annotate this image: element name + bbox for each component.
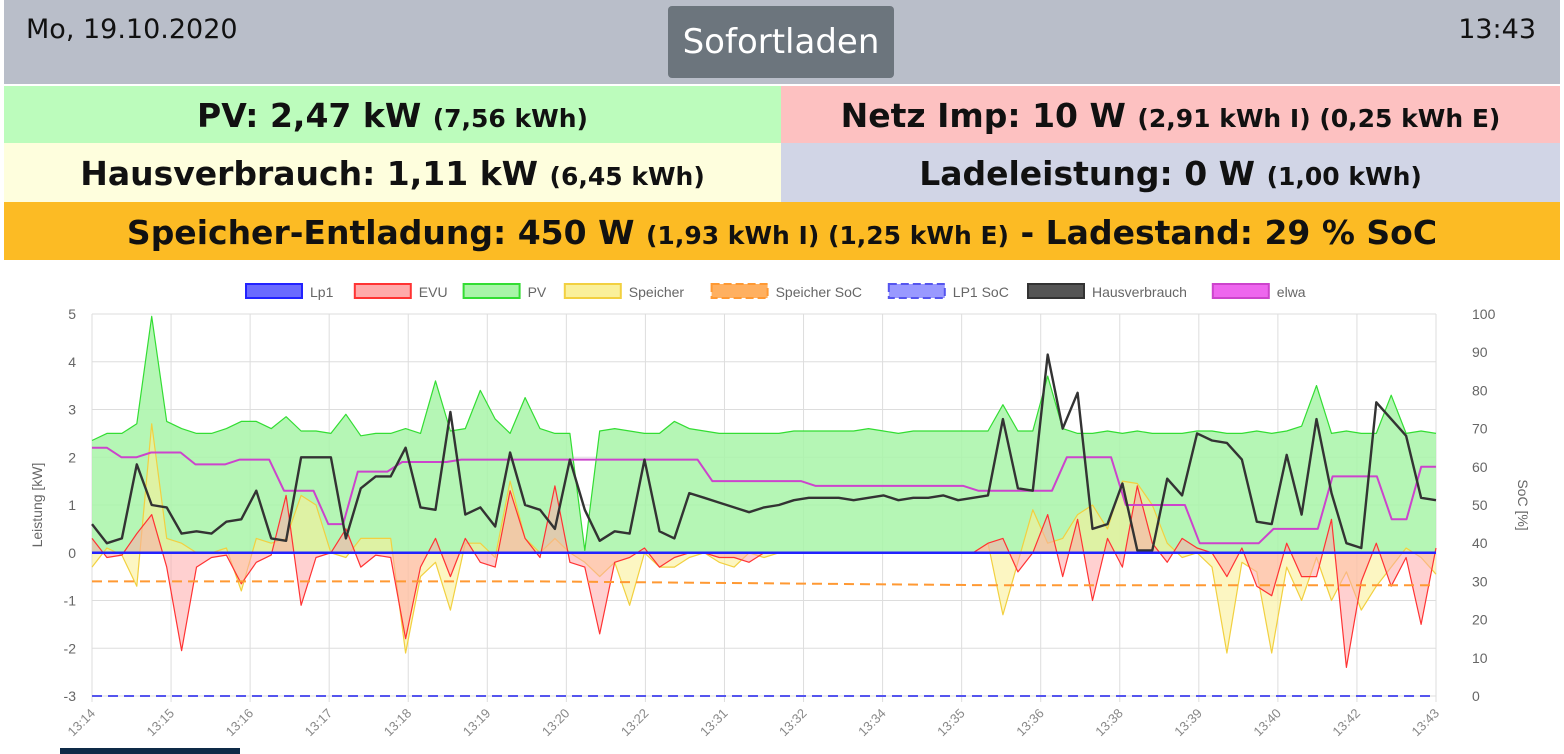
x-tick-label: 13:38 bbox=[1092, 706, 1126, 740]
pv-label: PV: 2,47 kW bbox=[197, 96, 422, 135]
y-axis-title: Leistung [kW] bbox=[29, 463, 45, 548]
y-tick-label: -1 bbox=[64, 593, 77, 609]
legend-item-lp1-soc: LP1 SoC bbox=[887, 283, 1009, 300]
x-tick-label: 13:22 bbox=[618, 706, 652, 740]
legend-label: Lp1 bbox=[310, 284, 334, 300]
y2-tick-label: 10 bbox=[1472, 650, 1488, 666]
legend-swatch bbox=[710, 283, 769, 299]
battery-label: Speicher-Entladung: 450 W bbox=[126, 213, 635, 252]
x-tick-label: 13:17 bbox=[302, 706, 336, 740]
x-tick-label: 13:32 bbox=[776, 706, 810, 740]
charge-power-tile: Ladeleistung: 0 W (1,00 kWh) bbox=[781, 143, 1560, 202]
grid-label: Netz Imp: 10 W bbox=[840, 96, 1126, 135]
x-tick-label: 13:42 bbox=[1329, 706, 1363, 740]
battery-soc: - Ladestand: 29 % SoC bbox=[1020, 213, 1438, 252]
legend-label: Hausverbrauch bbox=[1092, 284, 1187, 300]
y2-tick-label: 0 bbox=[1472, 688, 1480, 704]
legend-item-elwa: elwa bbox=[1211, 283, 1306, 300]
x-tick-label: 13:34 bbox=[855, 706, 889, 740]
x-tick-label: 13:15 bbox=[144, 706, 178, 740]
y-tick-label: 4 bbox=[68, 354, 76, 370]
legend-label: Speicher bbox=[629, 284, 685, 300]
legend-swatch bbox=[563, 283, 622, 299]
house-label: Hausverbrauch: 1,11 kW bbox=[80, 154, 539, 193]
charge-detail: (1,00 kWh) bbox=[1266, 162, 1422, 191]
y2-axis-title: SoC [%] bbox=[1515, 479, 1531, 530]
x-tick-label: 13:16 bbox=[223, 706, 257, 740]
series-pv-area bbox=[92, 316, 1436, 553]
x-tick-label: 13:18 bbox=[381, 706, 415, 740]
y-tick-label: 2 bbox=[68, 449, 76, 465]
legend-item-hausverbrauch: Hausverbrauch bbox=[1027, 283, 1187, 300]
legend-label: elwa bbox=[1277, 284, 1306, 300]
y-tick-label: -2 bbox=[64, 640, 77, 656]
y-tick-label: 3 bbox=[68, 402, 76, 418]
legend-swatch bbox=[353, 283, 412, 299]
series-speicher-line bbox=[91, 423, 1437, 654]
series-speicher-soc-line bbox=[92, 580, 1436, 587]
x-tick-label: 13:35 bbox=[934, 706, 968, 740]
legend-item-lp1: Lp1 bbox=[245, 283, 334, 300]
x-tick-label: 13:20 bbox=[539, 706, 573, 740]
legend-swatch bbox=[245, 283, 303, 299]
legend-label: Speicher SoC bbox=[776, 284, 862, 300]
legend-swatch bbox=[1027, 283, 1085, 299]
x-tick-label: 13:43 bbox=[1409, 706, 1443, 740]
legend-swatch bbox=[1211, 283, 1270, 299]
series-pv-line bbox=[91, 315, 1437, 551]
x-tick-label: 13:31 bbox=[697, 706, 731, 740]
chart-legend: Lp1 EVU PV Speicher Speicher SoC LP1 SoC Hausv… bbox=[245, 283, 1306, 300]
grid-detail: (2,91 kWh I) (0,25 kWh E) bbox=[1137, 104, 1501, 133]
pv-detail: (7,56 kWh) bbox=[432, 104, 588, 133]
current-date: Mo, 19.10.2020 bbox=[26, 14, 238, 45]
y2-tick-label: 20 bbox=[1472, 612, 1488, 628]
pv-tile: PV: 2,47 kW (7,56 kWh) bbox=[4, 86, 781, 143]
x-tick-label: 13:40 bbox=[1250, 706, 1284, 740]
legend-item-speicher: Speicher bbox=[563, 283, 685, 300]
charge-label: Ladeleistung: 0 W bbox=[919, 154, 1256, 193]
header-bar: Mo, 19.10.2020 Sofortladen 13:43 bbox=[4, 0, 1560, 84]
legend-item-pv: PV bbox=[462, 283, 547, 300]
taskbar-strip bbox=[60, 748, 240, 754]
y2-tick-label: 80 bbox=[1472, 382, 1488, 398]
y-tick-label: -3 bbox=[64, 688, 77, 704]
y2-tick-label: 50 bbox=[1472, 497, 1488, 513]
x-tick-label: 13:19 bbox=[460, 706, 494, 740]
series-hausverbrauch-line bbox=[91, 353, 1437, 552]
series-elwa-line bbox=[92, 446, 1436, 545]
current-time: 13:43 bbox=[1458, 14, 1536, 45]
legend-swatch bbox=[887, 283, 946, 299]
chart-series bbox=[91, 315, 1437, 697]
y2-tick-label: 100 bbox=[1472, 306, 1496, 322]
house-consumption-tile: Hausverbrauch: 1,11 kW (6,45 kWh) bbox=[4, 143, 781, 202]
battery-detail: (1,93 kWh I) (1,25 kWh E) bbox=[646, 221, 1009, 250]
legend-label: EVU bbox=[419, 284, 448, 300]
y-tick-label: 0 bbox=[68, 545, 76, 561]
legend-item-speicher-soc: Speicher SoC bbox=[710, 283, 862, 300]
legend-label: PV bbox=[528, 284, 547, 300]
x-tick-label: 13:39 bbox=[1171, 706, 1205, 740]
house-detail: (6,45 kWh) bbox=[549, 162, 705, 191]
y2-tick-label: 40 bbox=[1472, 535, 1488, 551]
charge-mode-button[interactable]: Sofortladen bbox=[668, 6, 894, 78]
y2-tick-label: 70 bbox=[1472, 421, 1488, 437]
legend-item-evu: EVU bbox=[353, 283, 448, 300]
legend-label: LP1 SoC bbox=[953, 284, 1009, 300]
y2-tick-label: 30 bbox=[1472, 573, 1488, 589]
y2-tick-label: 60 bbox=[1472, 459, 1488, 475]
y2-tick-label: 90 bbox=[1472, 344, 1488, 360]
grid-tile: Netz Imp: 10 W (2,91 kWh I) (0,25 kWh E) bbox=[781, 86, 1560, 143]
y-tick-label: 1 bbox=[68, 497, 76, 513]
x-tick-label: 13:36 bbox=[1013, 706, 1047, 740]
power-chart: Lp1 EVU PV Speicher Speicher SoC LP1 SoC Hausv… bbox=[29, 283, 1531, 740]
legend-swatch bbox=[462, 283, 521, 299]
x-tick-label: 13:14 bbox=[65, 706, 99, 740]
y-tick-label: 5 bbox=[68, 306, 76, 322]
battery-tile: Speicher-Entladung: 450 W (1,93 kWh I) (… bbox=[4, 202, 1560, 260]
